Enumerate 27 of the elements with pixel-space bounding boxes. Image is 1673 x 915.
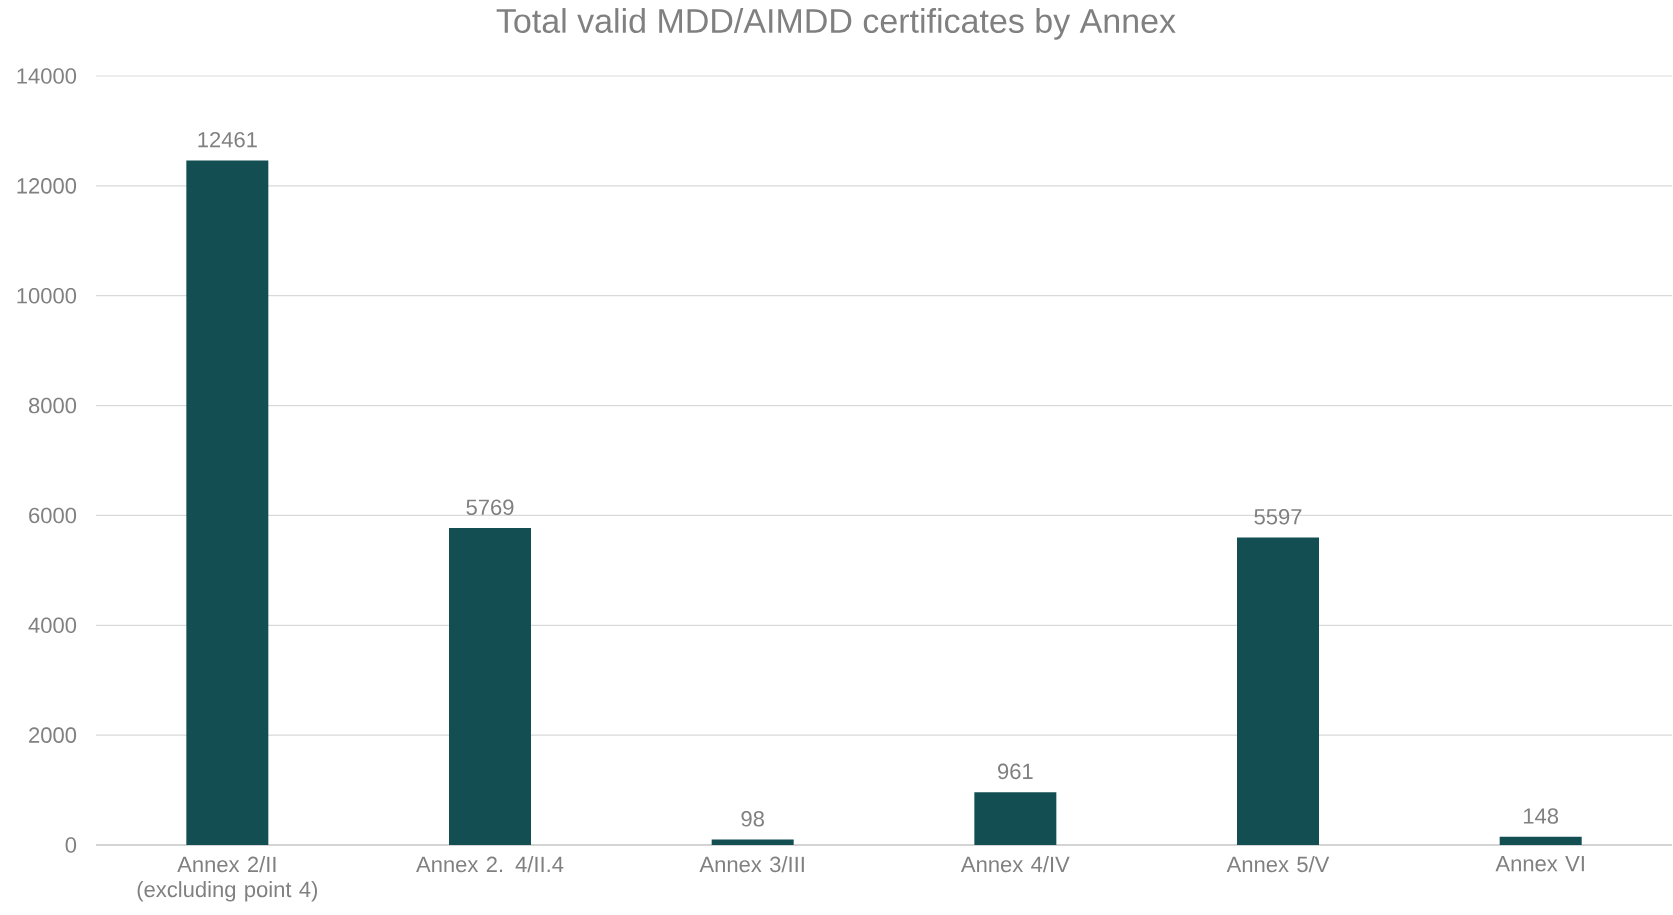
data-label: 5597	[1254, 508, 1302, 525]
data-label: 12461	[198, 131, 257, 148]
data-label: 5769	[466, 499, 514, 516]
y-tick-label: 0	[65, 837, 77, 853]
x-tick-label: Annex 4/IV	[960, 856, 1070, 873]
y-tick-label: 2000	[29, 727, 77, 743]
data-label: 98	[741, 810, 764, 827]
y-tick-label: 14000	[17, 68, 77, 84]
y-tick-label: 4000	[28, 617, 77, 634]
bar	[449, 528, 531, 845]
y-tick-label: 6000	[29, 507, 77, 524]
data-label: 961	[998, 763, 1033, 780]
x-tick-label: Annex 2. 4/II.4	[416, 856, 564, 873]
x-tick-label: Annex 2/II (excluding point 4)	[137, 856, 318, 902]
y-tick-label: 10000	[17, 287, 77, 304]
x-tick-label: Annex VI	[1495, 856, 1584, 872]
bar	[974, 792, 1057, 845]
x-tick-label: Annex 5/V	[1226, 856, 1330, 873]
y-tick-label: 12000	[17, 178, 77, 194]
bar	[1237, 537, 1320, 845]
chart-title: Total valid MDD/AIMDD certificates by Annex	[496, 8, 1176, 40]
data-label: 148	[1524, 808, 1559, 824]
bar	[711, 839, 794, 845]
bar	[186, 160, 269, 845]
x-tick-label: Annex 3/III	[699, 856, 804, 873]
bar	[1499, 836, 1582, 845]
y-tick-label: 8000	[28, 397, 77, 414]
